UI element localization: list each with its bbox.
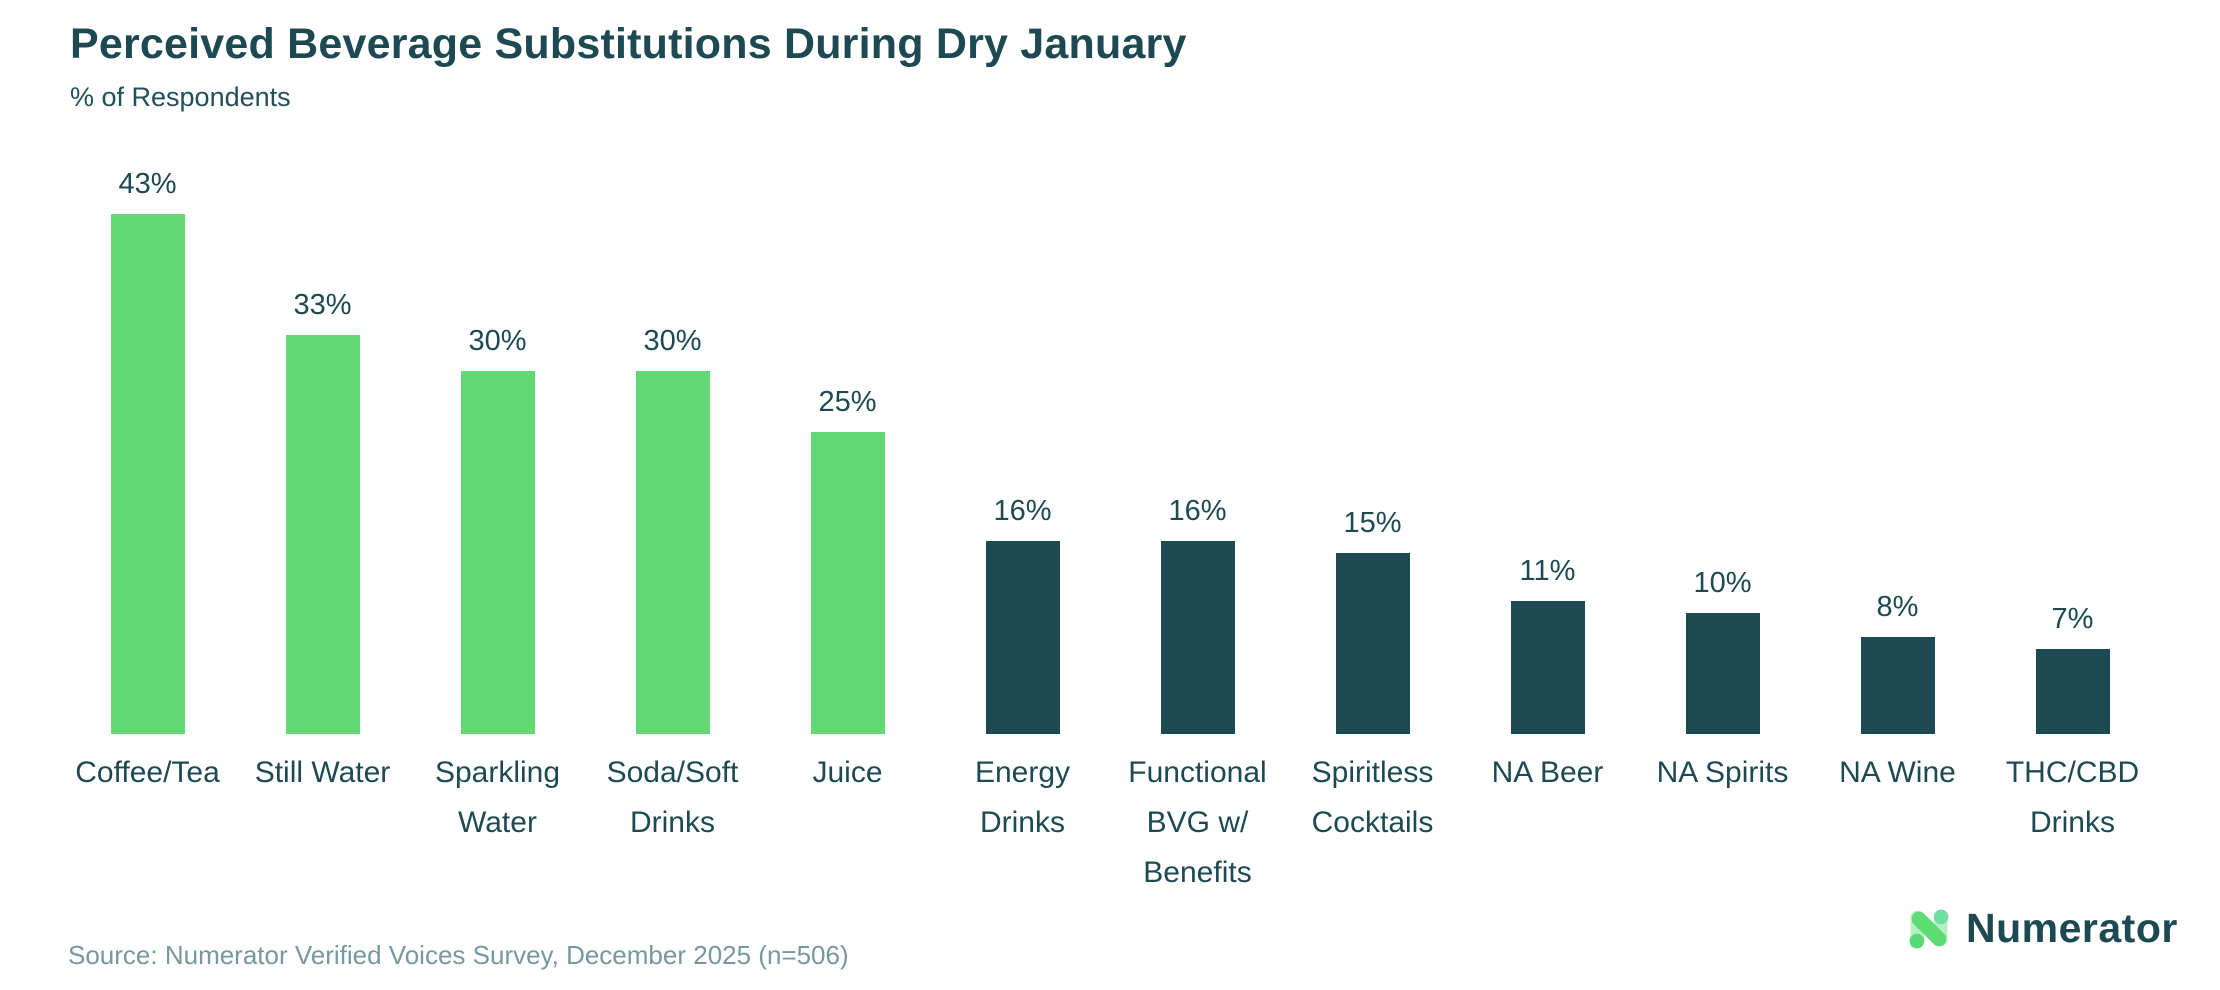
bar-column: 25% Juice xyxy=(760,0,935,789)
bar xyxy=(1685,613,1760,734)
category-label: Functional BVG w/ Benefits xyxy=(1128,756,1267,889)
numerator-logo: Numerator xyxy=(1908,905,2178,952)
category-label: THC/CBD Drinks xyxy=(2005,756,2140,839)
bar-column: 15% Spiritless Cocktails xyxy=(1285,0,1460,839)
bar-value-label: 30% xyxy=(468,325,527,357)
bar-column: 43% Coffee/Tea xyxy=(60,0,235,789)
bar-column: 8% NA Wine xyxy=(1810,0,1985,789)
bar xyxy=(1860,637,1935,734)
category-label: Energy Drinks xyxy=(974,756,1071,839)
bar-column: 33% Still Water xyxy=(235,0,410,789)
category-label: NA Beer xyxy=(1491,756,1604,789)
bar xyxy=(1160,541,1235,734)
bar xyxy=(2035,649,2110,734)
numerator-n-icon xyxy=(1908,908,1950,950)
category-label: Still Water xyxy=(254,756,391,789)
bar-value-label: 33% xyxy=(293,289,352,321)
bar xyxy=(810,432,885,734)
bar-column: 7% THC/CBD Drinks xyxy=(1985,0,2160,839)
category-label: NA Wine xyxy=(1839,756,1956,789)
category-label: Spiritless Cocktails xyxy=(1311,756,1434,839)
bar-column: 10% NA Spirits xyxy=(1635,0,1810,789)
bar-value-label: 7% xyxy=(2051,603,2094,635)
bar-column: 16% Energy Drinks xyxy=(935,0,1110,839)
bar-value-label: 11% xyxy=(1519,555,1576,587)
bar-value-label: 25% xyxy=(818,386,877,418)
bar-value-label: 10% xyxy=(1693,567,1752,599)
bar-value-label: 30% xyxy=(643,325,702,357)
bar-column: 30% Soda/Soft Drinks xyxy=(585,0,760,839)
bar-value-label: 8% xyxy=(1876,591,1919,623)
bar xyxy=(985,541,1060,734)
chart-subtitle: % of Respondents xyxy=(70,82,291,112)
category-label: Juice xyxy=(812,756,883,789)
category-label: Sparkling Water xyxy=(434,756,561,839)
bar xyxy=(110,214,185,734)
bar-value-label: 15% xyxy=(1343,507,1402,539)
bar-column: 16% Functional BVG w/ Benefits xyxy=(1110,0,1285,889)
bar xyxy=(1510,601,1585,734)
numerator-logo-text: Numerator xyxy=(1966,905,2178,951)
bar-value-label: 43% xyxy=(118,168,177,200)
source-note: Source: Numerator Verified Voices Survey… xyxy=(68,940,849,970)
bar xyxy=(635,371,710,734)
category-label: NA Spirits xyxy=(1656,756,1789,789)
category-label: Soda/Soft Drinks xyxy=(606,756,739,839)
bar-column: 11% NA Beer xyxy=(1460,0,1635,789)
bar xyxy=(460,371,535,734)
bar-value-label: 16% xyxy=(1168,495,1227,527)
bar-column: 30% Sparkling Water xyxy=(410,0,585,839)
category-label: Coffee/Tea xyxy=(75,756,220,789)
chart-title: Perceived Beverage Substitutions During … xyxy=(70,20,1187,68)
bar-value-label: 16% xyxy=(993,495,1052,527)
bar-chart: 43% Coffee/Tea 33% Still Water 30% Spark… xyxy=(60,0,2170,889)
bar xyxy=(285,335,360,734)
bar xyxy=(1335,553,1410,734)
